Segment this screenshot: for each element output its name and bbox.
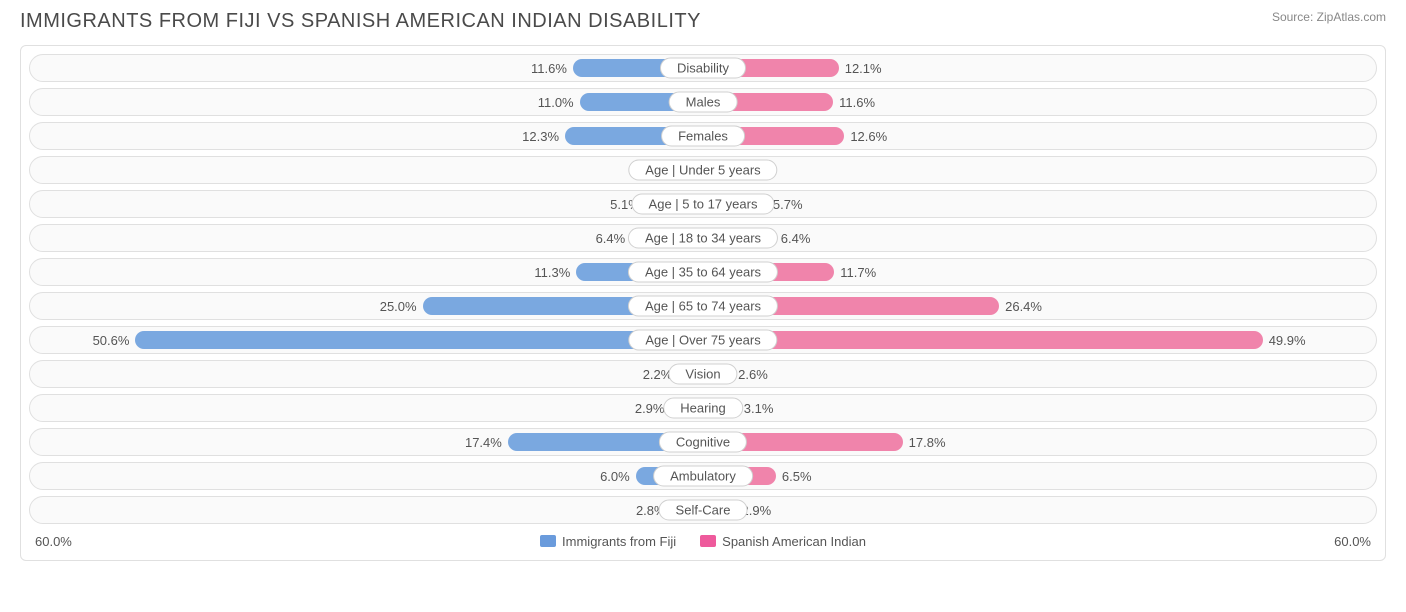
chart-row: 25.0% 26.4% Age | 65 to 74 years <box>29 292 1377 320</box>
category-label: Age | 5 to 17 years <box>632 194 775 215</box>
category-label: Age | Over 75 years <box>628 330 777 351</box>
bar-left <box>135 331 703 349</box>
category-label: Cognitive <box>659 432 747 453</box>
chart-row: 50.6% 49.9% Age | Over 75 years <box>29 326 1377 354</box>
chart-row: 6.0% 6.5% Ambulatory <box>29 462 1377 490</box>
value-right: 17.8% <box>903 429 946 455</box>
chart-title: IMMIGRANTS FROM FIJI VS SPANISH AMERICAN… <box>20 10 701 33</box>
value-left: 11.0% <box>538 89 580 115</box>
value-right: 49.9% <box>1263 327 1306 353</box>
legend-label-right: Spanish American Indian <box>722 534 866 549</box>
category-label: Age | Under 5 years <box>628 160 777 181</box>
value-right: 3.1% <box>738 395 774 421</box>
chart-row: 2.2% 2.6% Vision <box>29 360 1377 388</box>
chart-row: 12.3% 12.6% Females <box>29 122 1377 150</box>
category-label: Females <box>661 126 745 147</box>
value-right: 6.5% <box>776 463 812 489</box>
chart-row: 5.1% 5.7% Age | 5 to 17 years <box>29 190 1377 218</box>
category-label: Age | 18 to 34 years <box>628 228 778 249</box>
value-left: 50.6% <box>93 327 136 353</box>
category-label: Hearing <box>663 398 743 419</box>
chart-row: 11.3% 11.7% Age | 35 to 64 years <box>29 258 1377 286</box>
category-label: Vision <box>668 364 737 385</box>
chart-row: 0.92% 1.3% Age | Under 5 years <box>29 156 1377 184</box>
value-right: 11.7% <box>834 259 876 285</box>
bar-right <box>703 331 1263 349</box>
chart-footer: 60.0% Immigrants from Fiji Spanish Ameri… <box>29 530 1377 552</box>
legend: Immigrants from Fiji Spanish American In… <box>540 534 866 549</box>
source-attribution: Source: ZipAtlas.com <box>1272 10 1386 24</box>
value-left: 11.3% <box>534 259 576 285</box>
value-right: 6.4% <box>775 225 811 251</box>
legend-item-left: Immigrants from Fiji <box>540 534 676 549</box>
chart-row: 11.0% 11.6% Males <box>29 88 1377 116</box>
value-right: 12.1% <box>839 55 882 81</box>
legend-swatch-right <box>700 535 716 547</box>
legend-item-right: Spanish American Indian <box>700 534 866 549</box>
value-right: 12.6% <box>844 123 887 149</box>
axis-max-left: 60.0% <box>35 534 72 549</box>
chart-row: 11.6% 12.1% Disability <box>29 54 1377 82</box>
chart-row: 2.8% 2.9% Self-Care <box>29 496 1377 524</box>
chart-row: 17.4% 17.8% Cognitive <box>29 428 1377 456</box>
value-right: 2.6% <box>732 361 768 387</box>
chart-row: 6.4% 6.4% Age | 18 to 34 years <box>29 224 1377 252</box>
category-label: Self-Care <box>659 500 748 521</box>
category-label: Age | 35 to 64 years <box>628 262 778 283</box>
category-label: Ambulatory <box>653 466 753 487</box>
value-left: 17.4% <box>465 429 508 455</box>
legend-label-left: Immigrants from Fiji <box>562 534 676 549</box>
value-right: 26.4% <box>999 293 1042 319</box>
category-label: Age | 65 to 74 years <box>628 296 778 317</box>
chart-container: 11.6% 12.1% Disability 11.0% 11.6% Males… <box>20 45 1386 561</box>
value-left: 25.0% <box>380 293 423 319</box>
value-right: 11.6% <box>833 89 875 115</box>
value-left: 6.0% <box>600 463 636 489</box>
value-left: 11.6% <box>531 55 573 81</box>
category-label: Males <box>669 92 738 113</box>
chart-row: 2.9% 3.1% Hearing <box>29 394 1377 422</box>
axis-max-right: 60.0% <box>1334 534 1371 549</box>
header: IMMIGRANTS FROM FIJI VS SPANISH AMERICAN… <box>20 10 1386 33</box>
value-left: 12.3% <box>522 123 565 149</box>
legend-swatch-left <box>540 535 556 547</box>
value-left: 6.4% <box>596 225 632 251</box>
category-label: Disability <box>660 58 746 79</box>
